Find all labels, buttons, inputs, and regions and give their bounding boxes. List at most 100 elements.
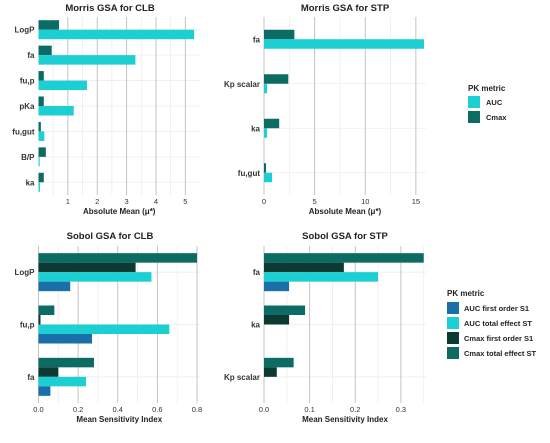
category-label: ka: [26, 178, 35, 187]
category-label: fa: [27, 373, 35, 382]
bar-cmax: [264, 74, 289, 84]
legend-swatch-auc_first: [447, 302, 459, 314]
bar-auc_total: [38, 376, 87, 387]
category-label: ka: [251, 321, 260, 330]
x-tick-label: 0.0: [33, 405, 43, 414]
x-tick-label: 0.2: [73, 405, 83, 414]
bar-cmax_total: [38, 305, 55, 315]
bar-auc_total: [264, 272, 379, 282]
legend-swatch-auc: [468, 96, 480, 108]
bar-cmax: [264, 163, 267, 173]
legend-swatch-auc_total: [447, 317, 459, 329]
bar-auc: [38, 29, 195, 40]
bar-cmax_total: [264, 357, 294, 368]
bar-cmax_total: [38, 357, 94, 368]
bar-cmax_first: [264, 367, 277, 377]
x-tick-label: 2: [95, 197, 99, 206]
legend-label: AUC first order S1: [464, 304, 529, 313]
bar-cmax_first: [38, 367, 59, 377]
legend-label: AUC: [486, 98, 503, 107]
chart-title: Sobol GSA for STP: [302, 231, 388, 242]
bar-auc: [38, 182, 40, 192]
category-label: fu,p: [20, 77, 35, 86]
morris-clb-panel: 1 2 3 4 5 LogP fa fu,p pKa fu,gut B/P ka Morris GSA …: [12, 3, 200, 216]
category-label: fa: [253, 268, 261, 277]
x-tick-label: 3: [125, 197, 129, 206]
bar-auc_first: [264, 281, 290, 292]
legend-label: Cmax: [486, 113, 507, 122]
sobol-clb-panel: 0.0 0.2 0.4 0.6 0.8 LogP fu,p fa Sobol GSA for C…: [15, 231, 203, 424]
legend-sobol: PK metric AUC first order S1 AUC total eff…: [447, 289, 537, 359]
legend-label: Cmax total effect ST: [464, 349, 537, 358]
x-tick-label: 0.1: [304, 405, 314, 414]
morris-stp-panel: 0 5 10 15 fa Kp scalar ka fu,gut Morris GSA for …: [224, 3, 426, 216]
x-tick-label: 0.3: [396, 405, 406, 414]
x-axis-label: Absolute Mean (μ*): [309, 207, 382, 216]
bar-cmax_first: [38, 315, 41, 325]
chart-title: Morris GSA for STP: [301, 3, 390, 14]
legend-swatch-cmax_first: [447, 332, 459, 344]
bar-cmax_total: [264, 305, 306, 315]
bar-auc: [264, 39, 424, 49]
x-tick-label: 1: [66, 197, 70, 206]
bar-auc_first: [38, 334, 93, 344]
category-label: LogP: [15, 268, 36, 277]
legend-swatch-cmax: [468, 111, 480, 123]
legend-label: AUC total effect ST: [464, 319, 532, 328]
bar-auc_first: [38, 386, 51, 396]
bar-cmax: [38, 96, 44, 106]
x-axis-label: Mean Sensitivity Index: [302, 415, 388, 424]
bar-auc: [38, 156, 40, 167]
category-label: fa: [27, 51, 35, 60]
bar-cmax_first: [264, 262, 344, 273]
x-tick-label: 0: [262, 197, 266, 206]
x-tick-label: 0.2: [350, 405, 360, 414]
legend-morris: PK metric AUC Cmax: [468, 84, 507, 123]
category-label: ka: [251, 124, 260, 133]
x-tick-label: 5: [183, 197, 187, 206]
bar-cmax_total: [264, 253, 424, 263]
bar-cmax: [38, 121, 41, 132]
bar-auc_total: [38, 272, 152, 282]
x-tick-label: 10: [361, 197, 369, 206]
x-axis-label: Mean Sensitivity Index: [76, 415, 162, 424]
category-label: pKa: [19, 102, 35, 111]
bar-auc: [264, 128, 268, 138]
legend-title: PK metric: [447, 289, 485, 298]
x-tick-label: 15: [412, 197, 420, 206]
category-label: LogP: [15, 26, 36, 35]
bar-auc: [264, 83, 268, 94]
bar-cmax_first: [38, 262, 136, 273]
category-label: fa: [253, 35, 261, 44]
bar-auc: [264, 172, 273, 183]
x-tick-label: 5: [313, 197, 317, 206]
bar-cmax: [38, 172, 44, 183]
bar-auc: [38, 55, 136, 65]
x-tick-label: 0.0: [259, 405, 269, 414]
legend-swatch-cmax_total: [447, 347, 459, 359]
category-label: fu,gut: [238, 169, 261, 178]
category-label: fu,p: [20, 321, 35, 330]
x-tick-label: 0.8: [192, 405, 202, 414]
bar-auc: [38, 106, 74, 116]
sobol-stp-panel: 0.0 0.1 0.2 0.3 fa ka Kp scalar Sobol GSA for S…: [224, 231, 426, 424]
bar-cmax: [38, 147, 46, 157]
legend-label: Cmax first order S1: [464, 334, 533, 343]
x-axis-label: Absolute Mean (μ*): [83, 207, 156, 216]
bar-cmax: [264, 118, 280, 129]
category-label: Kp scalar: [224, 80, 260, 89]
category-label: fu,gut: [12, 127, 35, 136]
chart-title: Sobol GSA for CLB: [67, 231, 154, 242]
category-label: Kp scalar: [224, 373, 260, 382]
bar-cmax: [38, 71, 44, 81]
x-tick-label: 4: [154, 197, 158, 206]
bar-auc_first: [38, 281, 71, 292]
bar-cmax_total: [38, 253, 198, 263]
bar-cmax_first: [264, 315, 290, 325]
bar-auc: [38, 80, 87, 91]
x-tick-label: 0.6: [152, 405, 162, 414]
bar-cmax: [38, 45, 52, 56]
category-label: B/P: [21, 153, 35, 162]
bar-cmax: [264, 29, 295, 40]
